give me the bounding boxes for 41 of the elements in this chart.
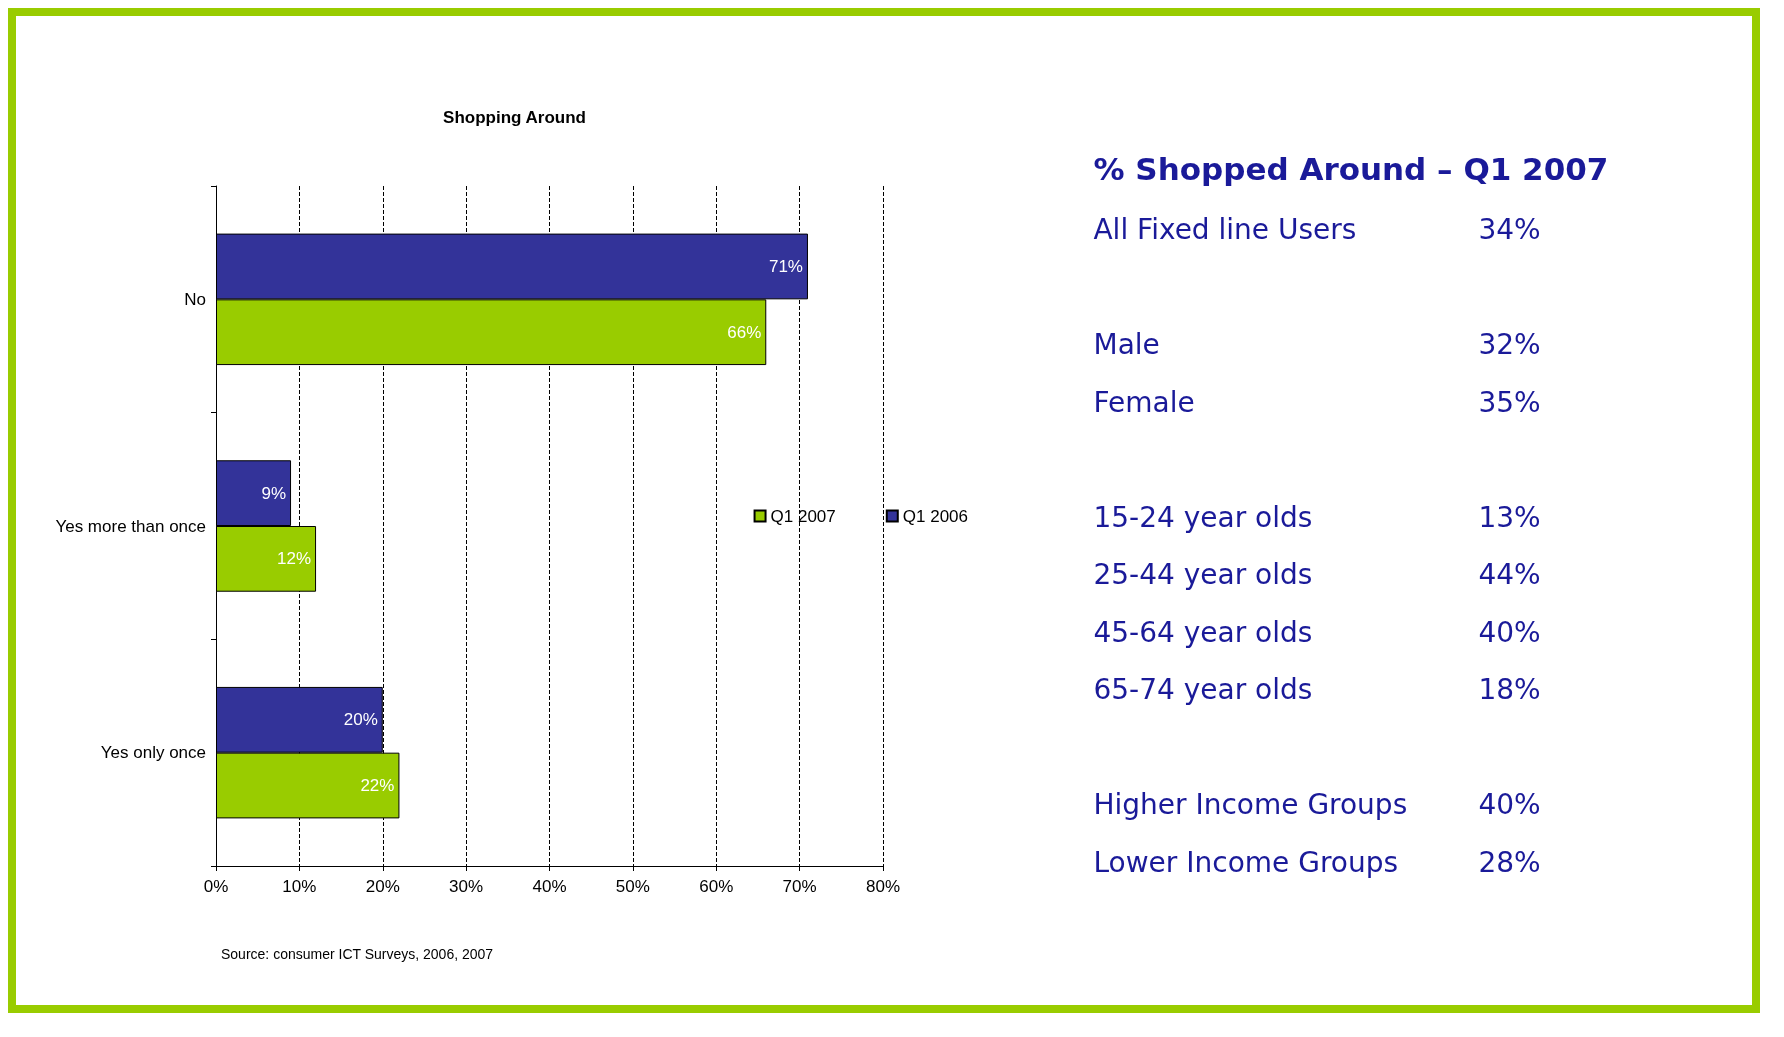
text: 35%	[1478, 385, 1541, 419]
text: 44%	[1478, 558, 1541, 592]
text: 40%	[1478, 788, 1541, 822]
category-label: 45-64 year olds	[1093, 615, 1314, 649]
category-label: Female	[1093, 385, 1196, 419]
text: 28%	[1478, 845, 1541, 879]
text: 13%	[1478, 500, 1541, 534]
data-label: 71%	[768, 256, 803, 276]
category-label: All Fixed line Users	[1093, 213, 1358, 247]
x-tick-label: 0%	[203, 877, 229, 896]
y-tick-label: Yes only once	[100, 743, 206, 763]
x-tick-label: 10%	[282, 877, 317, 896]
text: 40%	[1478, 615, 1541, 649]
data-label: 22%	[360, 776, 395, 796]
text: 32%	[1478, 328, 1541, 362]
x-tick-label: 80%	[865, 877, 901, 896]
text: 18%	[1478, 673, 1541, 707]
x-tick-label: 20%	[365, 877, 400, 896]
data-label: 20%	[343, 710, 378, 730]
y-tick-label: Yes more than once	[55, 516, 206, 536]
text: % Shopped Around – Q1 2007	[1093, 151, 1610, 187]
data-label: 66%	[727, 322, 762, 342]
category-label: Lower Income Groups	[1093, 845, 1399, 879]
x-tick-label: 40%	[532, 877, 567, 896]
y-tick-label: No	[184, 289, 206, 309]
category-label: Male	[1093, 328, 1161, 362]
legend-label: Q1 2007	[770, 506, 836, 526]
category-label: Higher Income Groups	[1093, 788, 1409, 822]
legend-label: Q1 2006	[902, 506, 969, 526]
category-label: 15-24 year olds	[1093, 500, 1314, 534]
x-tick-label: 50%	[615, 877, 650, 896]
text: 34%	[1478, 213, 1541, 247]
x-tick-label: 60%	[699, 877, 734, 896]
category-label: 25-44 year olds	[1093, 558, 1314, 592]
source-note: Source: consumer ICT Surveys, 2006, 2007	[221, 946, 494, 962]
data-label: 9%	[261, 483, 287, 503]
x-tick-label: 30%	[449, 877, 484, 896]
x-tick-label: 70%	[782, 877, 817, 896]
chart-title: Shopping Around	[443, 108, 586, 127]
category-label: 65-74 year olds	[1093, 673, 1314, 707]
data-label: 12%	[277, 549, 312, 569]
